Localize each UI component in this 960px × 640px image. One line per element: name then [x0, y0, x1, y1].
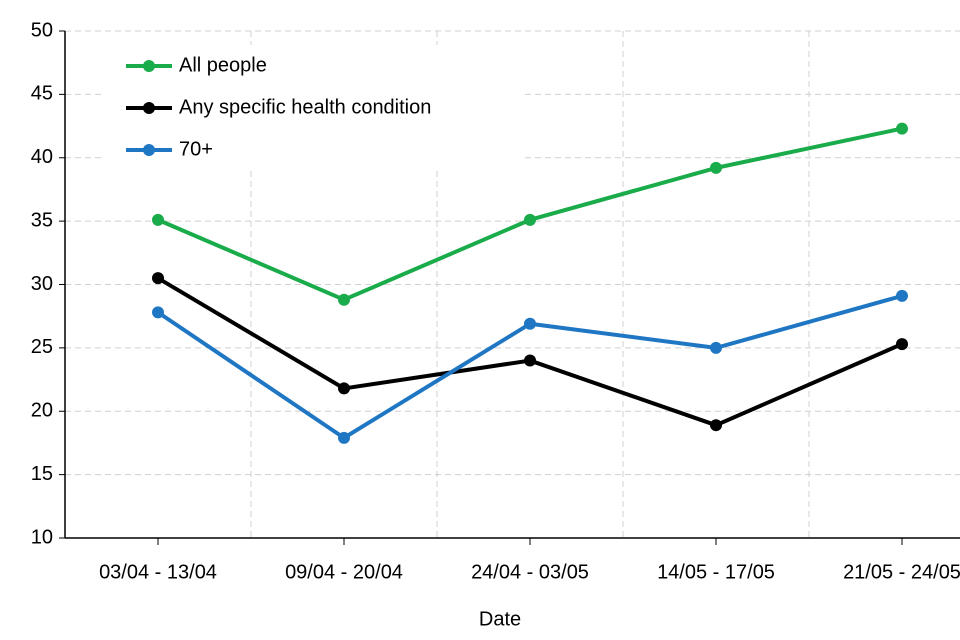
- x-tick-label: 09/04 - 20/04: [285, 561, 403, 583]
- y-tick-label: 50: [31, 19, 53, 41]
- legend-label: All people: [179, 54, 267, 76]
- legend-background: [105, 45, 525, 170]
- x-tick-label: 03/04 - 13/04: [99, 561, 217, 583]
- data-point: [524, 213, 536, 226]
- data-point: [152, 213, 164, 226]
- data-point: [338, 293, 350, 306]
- y-tick-label: 40: [31, 146, 53, 168]
- data-point: [338, 431, 350, 444]
- data-point: [152, 306, 164, 319]
- x-tick-label: 24/04 - 03/05: [471, 561, 589, 583]
- legend-label: Any specific health condition: [179, 96, 431, 118]
- legend-label: 70+: [179, 138, 213, 160]
- legend-marker: [143, 144, 155, 156]
- y-tick-label: 35: [31, 209, 53, 231]
- y-tick-label: 20: [31, 400, 53, 422]
- data-point: [710, 419, 722, 432]
- data-point: [524, 317, 536, 330]
- data-point: [152, 272, 164, 285]
- y-tick-label: 45: [31, 83, 53, 105]
- legend-marker: [143, 60, 155, 72]
- data-point: [896, 289, 908, 302]
- data-point: [710, 161, 722, 174]
- data-point: [524, 354, 536, 367]
- x-tick-label: 14/05 - 17/05: [657, 561, 775, 583]
- series-line: [156, 293, 903, 440]
- legend-marker: [143, 102, 155, 114]
- y-tick-label: 10: [31, 526, 53, 548]
- series-line: [156, 276, 903, 428]
- data-point: [896, 338, 908, 351]
- data-point: [338, 382, 350, 395]
- y-tick-label: 25: [31, 336, 53, 358]
- data-point: [710, 341, 722, 354]
- y-tick-label: 15: [31, 463, 53, 485]
- x-tick-label: 21/05 - 24/05: [843, 561, 960, 583]
- data-point: [896, 122, 908, 135]
- x-axis-title: Date: [479, 608, 521, 630]
- y-tick-label: 30: [31, 273, 53, 295]
